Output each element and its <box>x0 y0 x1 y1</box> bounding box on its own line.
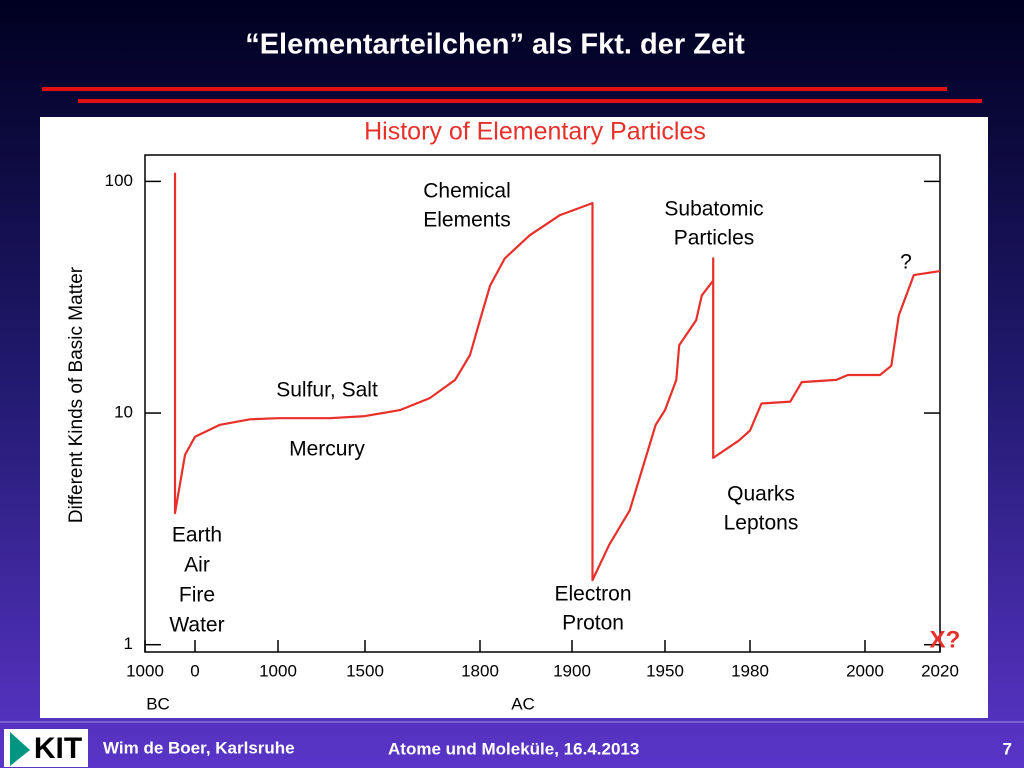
annotation: X? <box>930 626 961 653</box>
logo-mark <box>10 732 30 766</box>
title-rule <box>78 99 982 103</box>
annotation: Earth <box>172 524 222 547</box>
x-tick-label: 1000 <box>126 661 164 680</box>
page-number: 7 <box>1003 739 1012 758</box>
annotation: Electron <box>554 583 631 606</box>
x-tick-label: 1900 <box>553 661 591 680</box>
annotation: Air <box>184 554 210 577</box>
footer-course: Atome und Moleküle, 16.4.2013 <box>388 739 639 758</box>
annotation: Chemical <box>423 180 511 203</box>
y-tick-label: 10 <box>114 403 133 422</box>
annotation: Particles <box>674 227 755 250</box>
x-tick-label: 0 <box>190 661 199 680</box>
annotation: Sulfur, Salt <box>276 379 378 402</box>
y-tick-label: 100 <box>105 171 133 190</box>
plot-frame <box>144 154 941 653</box>
annotation: Proton <box>562 612 624 635</box>
footer-author: Wim de Boer, Karlsruhe <box>103 738 295 757</box>
chart-panel <box>40 117 988 718</box>
annotation: Leptons <box>724 512 799 535</box>
x-tick-label: 1500 <box>346 661 384 680</box>
x-sublabel: BC <box>146 694 170 713</box>
y-tick-label: 1 <box>124 634 133 653</box>
x-tick-label: 1980 <box>731 661 769 680</box>
annotation: Water <box>169 614 224 637</box>
annotation: ? <box>900 251 912 274</box>
annotation: Subatomic <box>664 198 763 221</box>
x-sublabel: AC <box>511 694 535 713</box>
title-rule <box>42 87 947 91</box>
annotation: Quarks <box>727 483 795 506</box>
annotation: Mercury <box>289 438 365 461</box>
logo: KIT <box>34 732 82 765</box>
x-tick-label: 1950 <box>646 661 684 680</box>
data-line <box>173 172 941 582</box>
annotation: Elements <box>423 209 511 232</box>
x-tick-label: 2020 <box>921 661 959 680</box>
slide-title: “Elementarteilchen” als Fkt. der Zeit <box>245 29 745 61</box>
chart-title: History of Elementary Particles <box>364 118 706 146</box>
x-tick-label: 1800 <box>461 661 499 680</box>
annotation: Fire <box>179 584 215 607</box>
x-tick-label: 1000 <box>259 661 297 680</box>
y-axis-label: Different Kinds of Basic Matter <box>66 266 87 523</box>
x-tick-label: 2000 <box>846 661 884 680</box>
